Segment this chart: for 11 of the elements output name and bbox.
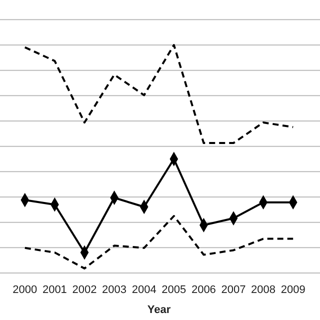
- x-tick-label: 2006: [191, 284, 216, 296]
- x-tick-label: 2002: [72, 284, 97, 296]
- x-tick-label: 2008: [251, 284, 276, 296]
- x-tick-label: 2007: [221, 284, 246, 296]
- x-tick-label: 2009: [280, 284, 306, 296]
- x-tick-label: 2005: [162, 284, 186, 296]
- x-tick-label: 2001: [42, 284, 67, 296]
- x-tick-label: 2004: [132, 284, 156, 296]
- x-tick-label: 2003: [102, 284, 127, 296]
- x-axis-title: Year: [147, 304, 172, 316]
- x-tick-label: 2000: [12, 284, 38, 296]
